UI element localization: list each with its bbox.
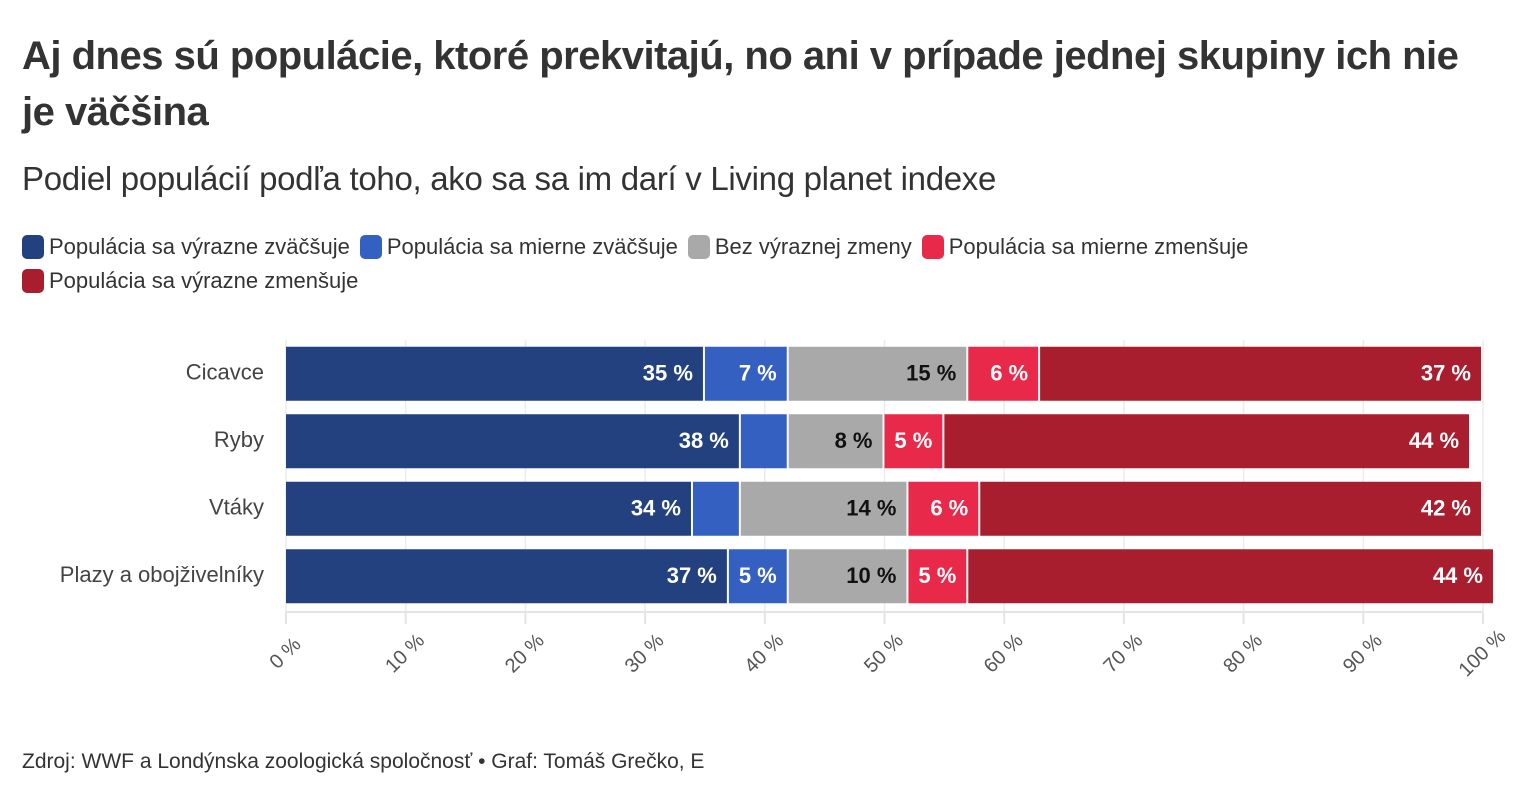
data-label: 38 % (679, 428, 729, 453)
bar-segment (788, 346, 967, 401)
data-label: 42 % (1421, 496, 1471, 521)
y-tick-label: Ryby (214, 427, 264, 452)
data-label: 15 % (906, 361, 956, 386)
legend-item: Populácia sa mierne zväčšuje (359, 232, 678, 262)
legend-label: Populácia sa výrazne zmenšuje (49, 268, 359, 293)
x-tick-label: 10 % (381, 629, 429, 677)
x-tick-label: 40 % (740, 629, 788, 677)
data-label: 37 % (667, 563, 717, 588)
x-tick-label: 20 % (501, 629, 549, 677)
x-tick-label: 70 % (1099, 629, 1147, 677)
bar-segment (788, 549, 907, 604)
legend-swatch (687, 235, 710, 259)
y-tick-label: Plazy a obojživelníky (60, 562, 264, 587)
legend-swatch (359, 235, 382, 259)
data-label: 14 % (846, 496, 896, 521)
legend-swatch (22, 269, 44, 293)
x-tick-label: 50 % (860, 629, 908, 677)
data-label: 35 % (643, 361, 693, 386)
bar-segment (286, 414, 739, 469)
bar-segment (286, 481, 691, 536)
bar-segment (908, 481, 979, 536)
legend-label: Populácia sa výrazne zväčšuje (49, 234, 350, 259)
chart: 0 % 10 % 20 % 30 % 40 % 50 % 60 % 70 % 80 % 90 % 1… (60, 340, 1511, 682)
x-tick-label: 30 % (621, 629, 669, 677)
legend-swatch (921, 235, 944, 259)
legend-item: Bez výraznej zmeny (687, 232, 912, 262)
legend: Populácia sa výrazne zväčšuje Populácia s… (22, 232, 1482, 296)
bar-segment (1040, 346, 1481, 401)
data-label: 44 % (1409, 428, 1459, 453)
bar-segment (908, 549, 967, 604)
data-label: 34 % (631, 496, 681, 521)
source-note: Zdroj: WWF a Londýnska zoologická spoloč… (22, 750, 705, 773)
x-tick-label: 60 % (980, 629, 1028, 677)
legend-swatch (22, 235, 44, 259)
data-label: 37 % (1421, 361, 1471, 386)
data-label: 10 % (846, 563, 896, 588)
legend-label: Bez výraznej zmeny (714, 234, 912, 259)
bar-segment (884, 414, 943, 469)
bar-segment (740, 481, 907, 536)
bar-segment (740, 414, 787, 469)
data-label: 6 % (930, 496, 968, 521)
bar-segment (944, 414, 1470, 469)
data-label: 6 % (990, 361, 1028, 386)
data-label: 44 % (1433, 563, 1483, 588)
y-tick-label: Cicavce (186, 360, 264, 385)
x-tick-label: 80 % (1219, 629, 1267, 677)
bar-segment (692, 481, 739, 536)
bar-segment (286, 549, 727, 604)
legend-label: Populácia sa mierne zmenšuje (948, 234, 1249, 259)
bar-segment (788, 414, 883, 469)
data-label: 5 % (739, 563, 777, 588)
bar-segment (968, 549, 1493, 604)
bar-segment (728, 549, 787, 604)
legend-item: Populácia sa výrazne zmenšuje (22, 266, 358, 296)
data-label: 5 % (918, 563, 956, 588)
data-label: 7 % (739, 361, 777, 386)
data-label: 8 % (835, 428, 873, 453)
bar-segment (286, 346, 703, 401)
legend-item: Populácia sa výrazne zväčšuje (22, 232, 350, 262)
y-tick-label: Vtáky (209, 495, 264, 520)
legend-item: Populácia sa mierne zmenšuje (921, 232, 1249, 262)
bar-segment (704, 346, 787, 401)
chart-title: Aj dnes sú populácie, ktoré prekvitajú, … (22, 34, 1459, 134)
legend-label: Populácia sa mierne zväčšuje (386, 234, 678, 259)
data-label: 5 % (894, 428, 932, 453)
bar-segment (980, 481, 1481, 536)
chart-subtitle: Podiel populácií podľa toho, ako sa sa i… (22, 160, 997, 197)
x-tick-label: 90 % (1339, 629, 1387, 677)
x-tick-label: 100 % (1455, 626, 1511, 682)
bar-segment (968, 346, 1039, 401)
x-tick-label: 0 % (266, 633, 306, 673)
